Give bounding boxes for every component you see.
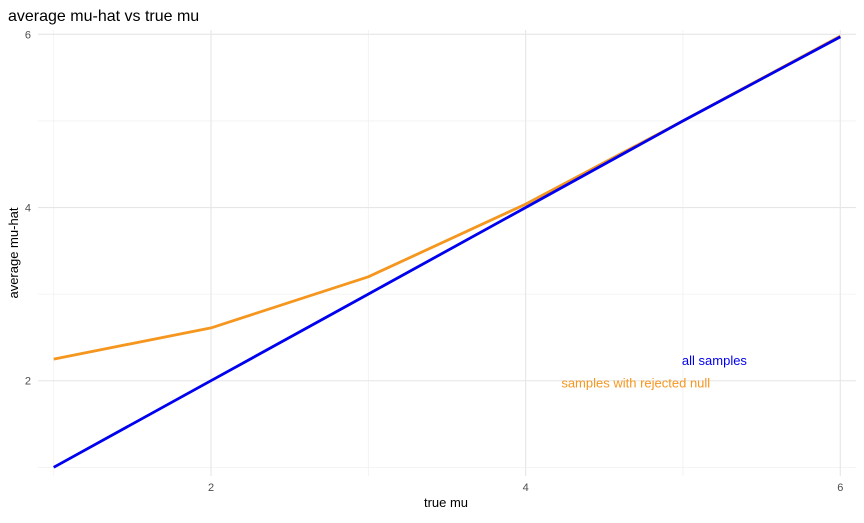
series-layer — [53, 34, 841, 469]
x-tick-label: 2 — [208, 482, 214, 494]
series-line-rejected-null — [53, 34, 841, 361]
y-tick-label: 6 — [25, 29, 31, 41]
y-tick-label: 2 — [25, 376, 31, 388]
chart-title: average mu-hat vs true mu — [8, 8, 199, 25]
y-axis-label: average mu-hat — [6, 207, 21, 298]
x-tick-label: 6 — [837, 482, 843, 494]
tick-label-layer: 2 4 6 2 4 6 — [25, 29, 843, 494]
series-line-all-samples — [53, 35, 841, 469]
x-tick-label: 4 — [523, 482, 529, 494]
annotation-layer: all samples samples with rejected null — [561, 353, 747, 391]
grid-layer — [38, 30, 856, 476]
annotation-label: all samples — [682, 353, 748, 368]
y-tick-label: 4 — [25, 203, 31, 215]
annotation-label: samples with rejected null — [561, 375, 710, 390]
x-axis-label: true mu — [424, 495, 468, 510]
